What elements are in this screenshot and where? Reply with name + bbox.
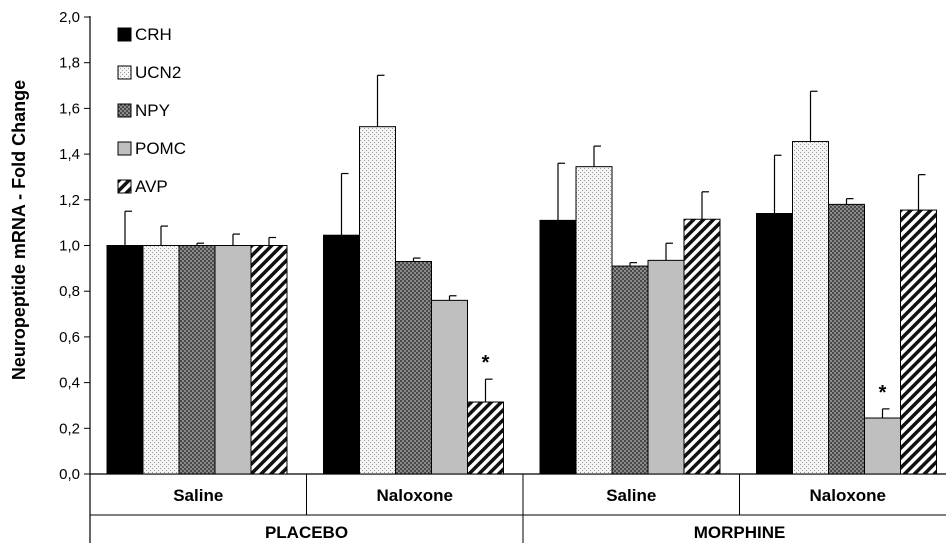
bar-npy (178, 245, 216, 475)
bars (106, 126, 937, 475)
bar-avp (900, 209, 937, 475)
bar-pomc (214, 245, 252, 475)
y-tick-label: 0,6 (59, 329, 80, 346)
y-tick-label: 0,4 (59, 375, 80, 392)
bar-crh (106, 245, 144, 475)
y-tick-label: 0,2 (59, 420, 80, 437)
error-bars (124, 74, 926, 419)
significance-star: * (879, 382, 887, 404)
y-axis-ticks: 0,0 0,2 0,4 0,6 0,8 1,0 1,2 1,4 1,6 1,8 2,0 (59, 9, 90, 483)
y-tick-label: 1,0 (59, 238, 80, 255)
legend-swatch-ucn2 (117, 65, 132, 80)
bar-npy (828, 203, 865, 475)
y-tick-label: 0,8 (59, 283, 80, 300)
group-label: PLACEBO (265, 523, 348, 542)
bar-avp (250, 245, 288, 475)
y-tick-label: 0,0 (59, 466, 80, 483)
legend-label-ucn2: UCN2 (135, 63, 181, 82)
y-tick-label: 2,0 (59, 9, 80, 26)
x-axis-labels: Saline Naloxone Saline Naloxone PLACEBO MORPH… (173, 486, 886, 542)
legend-label-avp: AVP (135, 177, 168, 196)
bar-avp (683, 218, 721, 475)
bar-pomc (864, 417, 901, 475)
group-label: MORPHINE (694, 523, 786, 542)
x-tick-label: Naloxone (809, 486, 886, 505)
bar-crh (323, 234, 360, 475)
significance-star: * (482, 352, 490, 374)
legend-swatch-crh (117, 27, 132, 42)
y-tick-label: 1,2 (59, 192, 80, 209)
bar-ucn2 (359, 126, 396, 475)
y-tick-label: 1,4 (59, 146, 80, 163)
bar-npy (611, 265, 649, 475)
x-tick-label: Saline (173, 486, 223, 505)
legend-label-pomc: POMC (135, 139, 186, 158)
legend-label-npy: NPY (135, 101, 170, 120)
y-tick-label: 1,8 (59, 55, 80, 72)
bar-npy (395, 260, 432, 475)
bar-avp (467, 401, 504, 475)
bar-ucn2 (575, 166, 613, 475)
legend-swatch-pomc (117, 141, 132, 156)
bar-pomc (647, 259, 685, 475)
x-tick-label: Naloxone (376, 486, 453, 505)
bar-ucn2 (792, 141, 829, 475)
legend-swatch-npy (117, 103, 132, 118)
bar-pomc (431, 299, 468, 475)
legend: CRH UCN2 NPY POMC AVP (117, 25, 186, 196)
legend-swatch-avp (117, 179, 132, 194)
annotations: ** (482, 352, 887, 404)
y-tick-label: 1,6 (59, 100, 80, 117)
bar-crh (756, 213, 793, 475)
bar-crh (539, 219, 577, 475)
y-axis-title: Neuropeptide mRNA - Fold Change (9, 80, 29, 380)
bar-ucn2 (142, 245, 180, 475)
x-tick-label: Saline (606, 486, 656, 505)
legend-label-crh: CRH (135, 25, 172, 44)
